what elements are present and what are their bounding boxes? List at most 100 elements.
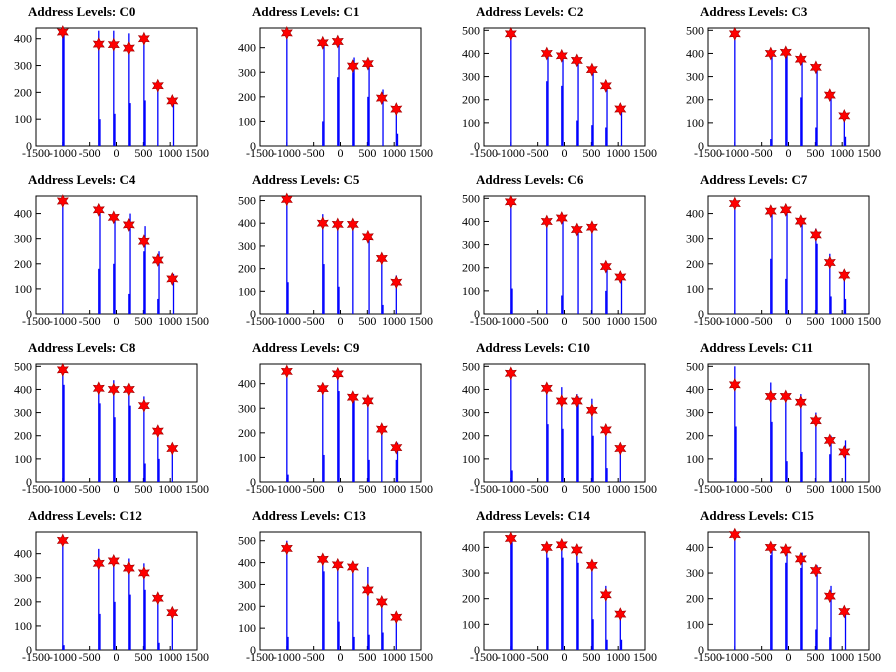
x-tick-label: 1500 bbox=[857, 650, 881, 664]
y-tick-label: 100 bbox=[14, 452, 32, 466]
x-tick-label: -1000 bbox=[49, 146, 77, 160]
x-tick-label: -1000 bbox=[721, 482, 749, 496]
y-tick-label: 300 bbox=[686, 566, 704, 580]
x-tick-label: 0 bbox=[114, 314, 120, 328]
y-tick-label: 200 bbox=[462, 592, 480, 606]
x-tick-label: 0 bbox=[338, 314, 344, 328]
x-tick-label: -1000 bbox=[497, 482, 525, 496]
peak-marker bbox=[107, 37, 120, 52]
x-tick-label: 0 bbox=[114, 650, 120, 664]
y-tick-label: 300 bbox=[462, 406, 480, 420]
y-tick-label: 0 bbox=[698, 643, 704, 657]
y-tick-label: 500 bbox=[238, 534, 256, 548]
y-tick-label: 400 bbox=[238, 377, 256, 391]
peak-marker bbox=[570, 53, 583, 68]
x-tick-label: -1000 bbox=[721, 314, 749, 328]
chart-svg: 0 100 200 300 400 -1500-1000 -500 0 500 1000 1500 bbox=[686, 527, 881, 664]
y-tick-label: 300 bbox=[686, 70, 704, 84]
y-tick-label: 100 bbox=[686, 452, 704, 466]
chart-svg: 0 100 200 300 400 -1500-1000 -500 0 500 1000 1500 bbox=[14, 531, 209, 664]
x-tick-label: 1500 bbox=[857, 314, 881, 328]
chart-panel: 0 100 200 300 400 500 -1500 -1000 -500 0 500 1000 15… bbox=[224, 168, 448, 336]
x-tick-label: -1000 bbox=[273, 314, 301, 328]
x-tick-label: -1000 bbox=[49, 314, 77, 328]
y-tick-label: 100 bbox=[462, 284, 480, 298]
x-tick-label: 500 bbox=[134, 146, 152, 160]
peak-marker bbox=[728, 377, 741, 392]
y-tick-label: 500 bbox=[238, 194, 256, 208]
x-tick-label: 1500 bbox=[185, 650, 209, 664]
x-tick-label: 1000 bbox=[158, 146, 182, 160]
y-tick-label: 500 bbox=[462, 23, 480, 37]
peak-marker bbox=[346, 59, 359, 74]
peak-marker bbox=[570, 222, 583, 237]
chart-title: Address Levels: C13 bbox=[252, 508, 366, 523]
x-tick-label: 1000 bbox=[158, 314, 182, 328]
x-tick-label: 1500 bbox=[857, 146, 881, 160]
x-tick-label: 1000 bbox=[606, 650, 630, 664]
x-tick-label: 1000 bbox=[830, 146, 854, 160]
y-tick-label: 400 bbox=[14, 207, 32, 221]
x-tick-label: -1000 bbox=[273, 650, 301, 664]
x-tick-label: 1500 bbox=[409, 314, 433, 328]
y-tick-label: 200 bbox=[686, 592, 704, 606]
x-tick-label: 500 bbox=[134, 314, 152, 328]
peak-marker bbox=[599, 587, 612, 602]
y-tick-label: 0 bbox=[250, 475, 256, 489]
x-tick-label: 1500 bbox=[409, 650, 433, 664]
peak-marker bbox=[540, 381, 553, 396]
x-tick-label: -1000 bbox=[497, 650, 525, 664]
x-tick-label: -1000 bbox=[273, 146, 301, 160]
chart-panel: 0 100 200 300 400 500 -1500 -1000 -500 0 500 1000 15… bbox=[448, 336, 672, 504]
peak-marker bbox=[331, 366, 344, 381]
y-tick-label: 0 bbox=[250, 307, 256, 321]
x-tick-label: 1000 bbox=[830, 482, 854, 496]
x-tick-label: 500 bbox=[134, 482, 152, 496]
y-tick-label: 500 bbox=[462, 359, 480, 373]
chart-svg: 0 100 200 300 400 -1500-1000 -500 0 500 1000 1500 bbox=[14, 194, 209, 328]
y-tick-label: 400 bbox=[238, 216, 256, 230]
chart-panel: 0 100 200 300 400 -1500 -1000 -500 0 500 1000 1500 A… bbox=[448, 504, 672, 672]
peak-marker bbox=[151, 253, 164, 267]
peak-marker bbox=[361, 582, 374, 597]
peak-marker bbox=[166, 441, 179, 456]
x-tick-label: 0 bbox=[338, 146, 344, 160]
peak-marker bbox=[540, 540, 553, 555]
peak-marker bbox=[570, 394, 583, 408]
y-tick-label: 200 bbox=[686, 429, 704, 443]
peak-marker bbox=[151, 424, 164, 439]
x-tick-label: -1000 bbox=[49, 650, 77, 664]
chart-panel: 0 100 200 300 400 -1500 -1000 -500 0 500 1000 1500 A… bbox=[672, 504, 896, 672]
x-tick-label: 1500 bbox=[409, 146, 433, 160]
x-tick-label: 0 bbox=[562, 482, 568, 496]
peak-marker bbox=[151, 591, 164, 606]
y-tick-label: 100 bbox=[462, 617, 480, 631]
y-tick-label: 400 bbox=[686, 207, 704, 221]
peak-marker bbox=[838, 108, 851, 123]
chart-panel: 0 100 200 300 400 -1500 -1000 -500 0 500 1000 1500 A… bbox=[0, 504, 224, 672]
x-tick-label: -1000 bbox=[721, 650, 749, 664]
peak-marker bbox=[540, 214, 553, 229]
y-tick-label: 0 bbox=[698, 475, 704, 489]
peak-marker bbox=[375, 91, 388, 106]
y-tick-label: 300 bbox=[14, 406, 32, 420]
y-tick-label: 0 bbox=[698, 139, 704, 153]
y-tick-label: 100 bbox=[238, 450, 256, 464]
y-tick-label: 300 bbox=[238, 239, 256, 253]
x-tick-label: 500 bbox=[358, 650, 376, 664]
x-tick-label: 0 bbox=[562, 314, 568, 328]
y-tick-label: 400 bbox=[462, 46, 480, 60]
x-tick-label: -500 bbox=[303, 650, 325, 664]
y-tick-label: 100 bbox=[462, 452, 480, 466]
peak-marker bbox=[122, 382, 135, 397]
x-tick-label: -500 bbox=[751, 146, 773, 160]
x-tick-label: -1500 bbox=[694, 650, 722, 664]
x-tick-label: -500 bbox=[527, 482, 549, 496]
peak-marker bbox=[316, 552, 329, 567]
x-tick-label: 0 bbox=[338, 482, 344, 496]
chart-panel: 0 100 200 300 400 500 -1500 -1000 -500 0 500 1000 15… bbox=[224, 504, 448, 672]
x-tick-label: 500 bbox=[806, 146, 824, 160]
chart-svg: 0 100 200 300 400 500 -1500-1000 -500 0 500 1000 15… bbox=[462, 359, 657, 496]
peak-marker bbox=[809, 563, 822, 578]
x-tick-label: 1000 bbox=[606, 146, 630, 160]
